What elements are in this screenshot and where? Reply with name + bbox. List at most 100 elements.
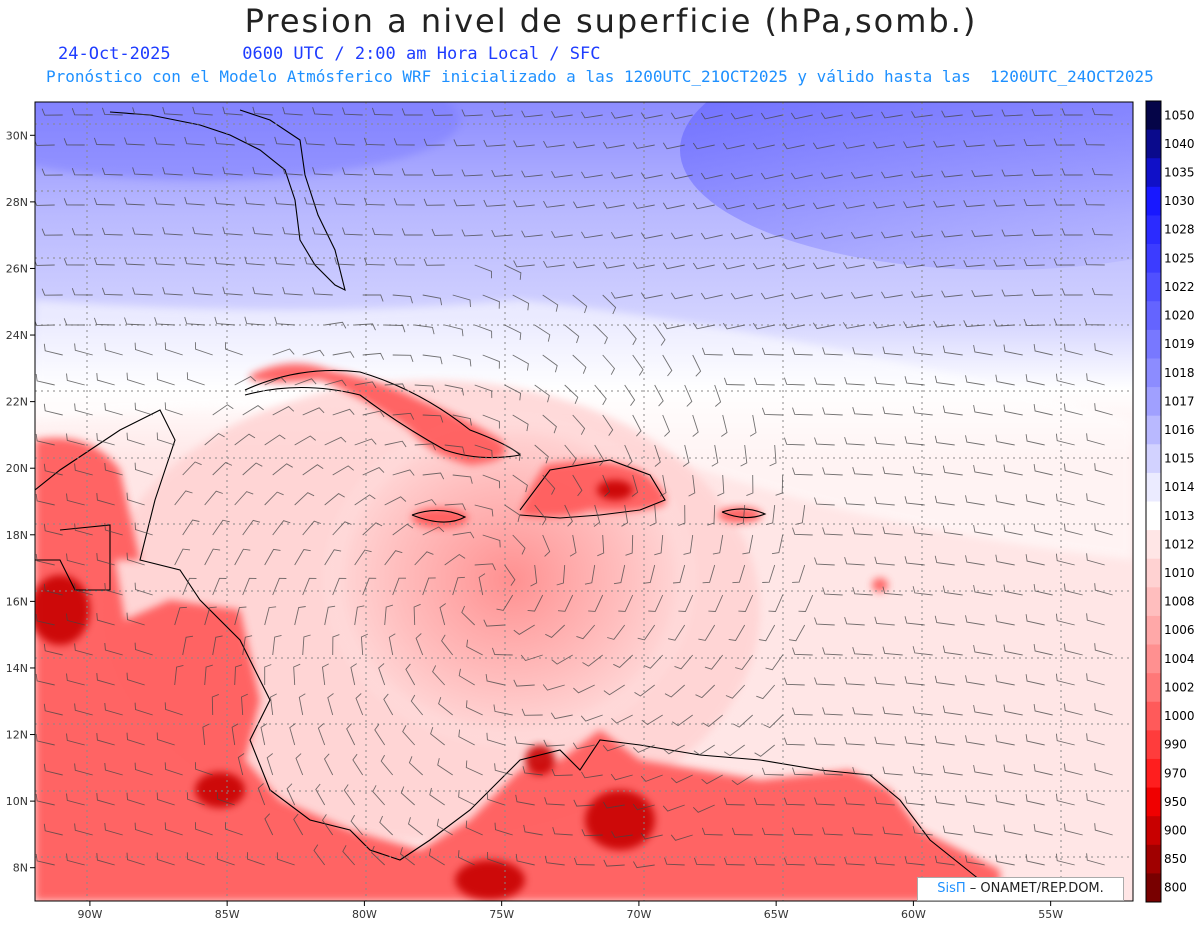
- wind-barb: [1053, 198, 1075, 206]
- wind-barb: [126, 432, 145, 446]
- wind-barb: [162, 106, 183, 116]
- wind-barb: [1086, 373, 1105, 386]
- credit-box: SisΠ – ONAMET/REP.DOM.: [917, 877, 1124, 901]
- wind-barb: [782, 142, 805, 150]
- wind-barb: [134, 462, 153, 476]
- wind-barb: [820, 292, 843, 300]
- wind-barb: [66, 733, 85, 746]
- wind-barb: [124, 197, 145, 206]
- wind-barb: [844, 796, 865, 806]
- wind-barb: [912, 466, 933, 476]
- latitude-tick-label: 12N: [6, 729, 28, 742]
- wind-barb: [43, 703, 63, 716]
- wind-barb: [242, 635, 253, 656]
- wind-barb: [71, 168, 93, 176]
- wind-barb: [792, 647, 813, 656]
- wind-barb: [384, 383, 406, 391]
- wind-barb: [63, 198, 85, 206]
- wind-barb: [461, 169, 483, 177]
- wind-barb: [874, 496, 895, 506]
- wind-barb: [573, 857, 595, 866]
- wind-barb: [35, 373, 55, 386]
- wind-barb: [544, 797, 565, 806]
- wind-barb: [252, 166, 273, 176]
- wind-barb: [96, 673, 115, 686]
- wind-barb: [104, 582, 123, 596]
- wind-barb: [513, 140, 535, 148]
- colorbar-swatch: [1146, 673, 1161, 703]
- wind-barb: [584, 564, 596, 585]
- wind-barb: [360, 633, 368, 656]
- wind-barb: [264, 491, 284, 506]
- wind-barb: [452, 294, 471, 308]
- wind-barb: [362, 467, 385, 476]
- wind-barb: [850, 231, 873, 239]
- wind-barb: [692, 414, 699, 437]
- wind-barb: [35, 853, 55, 866]
- wind-barb: [822, 407, 843, 416]
- wind-barb: [844, 496, 865, 506]
- wind-barb: [632, 803, 655, 811]
- wind-barb: [41, 288, 63, 296]
- wind-barb: [712, 534, 724, 555]
- colorbar-swatch: [1146, 244, 1161, 274]
- wind-barb: [792, 827, 813, 836]
- wind-barb: [611, 831, 633, 838]
- wind-barb: [934, 435, 955, 446]
- wind-barb: [1063, 403, 1083, 416]
- wind-barb: [721, 414, 728, 437]
- wind-barb: [234, 664, 243, 686]
- colorbar-label: 1028: [1164, 223, 1195, 237]
- wind-barb: [1061, 228, 1083, 236]
- wind-barb: [378, 663, 386, 686]
- wind-barb: [572, 474, 583, 497]
- wind-barb: [1061, 168, 1083, 176]
- wind-barb: [252, 226, 273, 236]
- wind-barb: [678, 504, 686, 527]
- wind-barb: [912, 586, 933, 596]
- wind-barb: [222, 106, 243, 116]
- wind-barb: [461, 109, 483, 117]
- wind-barb: [973, 765, 993, 776]
- wind-barb: [1031, 288, 1053, 296]
- wind-barb: [730, 232, 753, 240]
- wind-barb: [1063, 523, 1083, 536]
- wind-barb: [573, 261, 595, 269]
- wind-barb: [912, 646, 933, 656]
- wind-barb: [485, 674, 505, 686]
- wind-barb: [573, 201, 595, 209]
- wind-barb: [792, 767, 813, 776]
- wind-barb: [1083, 317, 1105, 326]
- colorbar-label: 850: [1164, 852, 1187, 866]
- wind-barb: [820, 172, 843, 180]
- wind-barb: [452, 354, 472, 367]
- wind-barb: [1055, 433, 1075, 446]
- wind-barb: [812, 262, 835, 270]
- wind-barb: [1025, 674, 1045, 686]
- wind-barb: [640, 774, 663, 782]
- wind-barb: [214, 256, 235, 266]
- wind-barb: [521, 170, 543, 178]
- wind-barb: [973, 525, 993, 536]
- wind-barb: [995, 434, 1015, 446]
- wind-barb: [512, 474, 528, 493]
- wind-barb: [294, 606, 306, 626]
- wind-barb: [93, 137, 115, 146]
- wind-barb: [692, 354, 702, 377]
- wind-barb: [973, 825, 993, 836]
- wind-barb: [342, 845, 356, 866]
- wind-barb: [693, 857, 715, 866]
- wind-barb: [580, 714, 603, 722]
- wind-barb: [35, 733, 55, 746]
- colorbar-label: 1030: [1164, 194, 1195, 208]
- wind-barb: [613, 654, 634, 668]
- wind-barb: [1055, 553, 1075, 566]
- wind-barb: [212, 404, 234, 416]
- wind-barb: [904, 556, 925, 566]
- wind-barb: [474, 444, 493, 458]
- wind-barb: [154, 137, 175, 146]
- wind-barb: [298, 693, 306, 716]
- wind-barb: [965, 495, 985, 506]
- wind-barb: [844, 676, 865, 686]
- wind-barb: [640, 832, 663, 840]
